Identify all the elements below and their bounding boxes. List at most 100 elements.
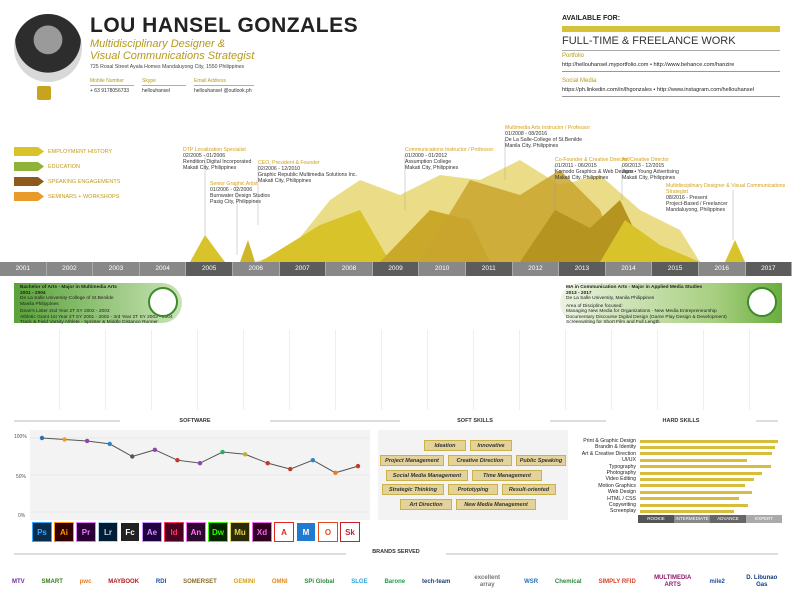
job-place: Mandaluyong, Philippines: [666, 207, 726, 213]
profile-title: Multidisciplinary Designer & Visual Comm…: [90, 38, 290, 62]
soft-skill-pill: New Media Management: [456, 499, 536, 510]
job-place: Makati City, Philippines: [555, 175, 609, 181]
edu-line: De La Salle University-College of St.Ben…: [20, 296, 114, 301]
job-place: Makati City, Philippines: [183, 165, 237, 171]
soft-skill-pill: Prototyping: [448, 484, 498, 495]
hard-skill-label: Photography: [606, 470, 636, 476]
hard-skill-bar: [640, 439, 778, 443]
hard-skill-bar: [640, 478, 754, 481]
edu-line: De La Salle University, Manila Philippin…: [566, 296, 655, 301]
soft-skill-pill: Creative Direction: [448, 455, 512, 466]
mobile-label: Mobile Number: [90, 78, 134, 86]
hard-skill-label: Art & Creative Direction: [581, 450, 636, 457]
title-line1: Multidisciplinary Designer &: [90, 38, 226, 50]
job-place: Pasig City, Philippines: [210, 199, 261, 205]
job-org: Jase • Young Advertising: [622, 169, 679, 175]
job-org: Project-Based / Freelancer: [666, 201, 728, 207]
hard-skill-bar: [640, 465, 771, 469]
title-line2: Visual Communications Strategist: [90, 50, 255, 62]
year-label: 2014: [606, 262, 653, 276]
availability-bar: [562, 26, 780, 32]
data-point-ae: [152, 447, 158, 453]
brands-heading: BRANDS SERVED: [346, 549, 446, 555]
edu-line: Screenwriting for Short Film and Full Le…: [566, 320, 660, 325]
brand-logo: SMART: [41, 578, 63, 585]
edu-line: Area of Discipline focused:: [566, 303, 623, 309]
year-label: 2009: [372, 262, 420, 276]
data-point-ai: [62, 437, 67, 442]
edu-line: 2001 - 2004: [20, 290, 46, 296]
data-point-ps: [39, 435, 45, 441]
job-dates: 09/2013 - 12/2015: [622, 163, 665, 169]
peak-jase: [600, 220, 700, 262]
app-icon-xd: Xd: [252, 522, 272, 542]
level-label: ROOKIE: [638, 515, 674, 523]
hard-skill-bar: [640, 446, 775, 449]
job-dlsu-csb: Multimedia Arts Instructor / Professor 01…: [505, 125, 590, 149]
soft-skill-pill: Public Speaking: [516, 455, 566, 466]
year-label: 2017: [745, 262, 792, 276]
job-burnwater: Senior Graphic Artist 01/2006 - 02/2006 Bu…: [210, 181, 270, 205]
portfolio-label: Portfolio: [562, 53, 585, 59]
job-jase: Art/Creative Director 09/2013 - 12/2015 Ja…: [622, 157, 679, 181]
year-label: 2016: [699, 262, 746, 276]
brand-logo: MULTIMEDIA ARTS: [654, 575, 692, 588]
year-label: 2010: [419, 262, 466, 276]
email-value: hellouhansel @outlook.ph: [194, 88, 252, 94]
edu-line: Athletic Grant 1st Year 2T SY 2001 - 200…: [20, 314, 173, 320]
legend-label: EMPLOYMENT HISTORY: [48, 148, 113, 155]
profile-name: LOU HANSEL GONZALES: [90, 14, 359, 37]
brand-logo: Chemical: [554, 578, 582, 585]
data-point-fc: [130, 454, 135, 459]
job-org: De La Salle-College of St.Benilde: [505, 137, 582, 143]
soft-skill-pill: Project Management: [380, 455, 444, 466]
app-icon-lr: Lr: [98, 522, 118, 542]
data-point-off: [333, 470, 338, 475]
social-label: Social Media: [562, 78, 597, 84]
app-icon-ai: Ai: [54, 522, 74, 542]
job-assumption: Communications Instructor / Professor 01/…: [405, 147, 493, 171]
edu-line: Track & Field Varsity Athlete - Sprinter…: [20, 320, 158, 325]
job-dates: 08/2016 - Present: [666, 195, 708, 201]
hard-skill-label: HTML / CSS: [607, 495, 636, 502]
job-role: Multimedia Arts Instructor / Professor: [505, 125, 591, 131]
legend-swatch: [14, 177, 44, 186]
y-tick: 100%: [14, 434, 27, 440]
availability-type: FULL-TIME & FREELANCE WORK: [562, 35, 780, 51]
brand-logo: GEMINI: [233, 578, 255, 585]
app-icon-ps: Ps: [32, 522, 52, 542]
level-label: INTERMEDIATE: [674, 515, 710, 523]
app-icon-ae: Ae: [142, 522, 162, 542]
legend-swatch: [14, 192, 44, 201]
data-point-dw: [220, 449, 225, 455]
legend-swatch: [14, 162, 44, 171]
soft-skill-pill: Result-oriented: [502, 484, 556, 495]
brand-logo: mile2: [709, 578, 725, 585]
hard-skill-label: Motion Graphics: [598, 482, 636, 489]
hard-skill-label: Web Design: [607, 489, 636, 496]
contact-mobile: Mobile Number + 63 9178056733: [90, 78, 134, 94]
profile-address: 725 Rosal Street Ayala Homes Mandaluyong…: [90, 64, 245, 70]
data-point-id: [175, 458, 180, 463]
series-line: [41, 437, 359, 474]
job-org: Assumption College: [405, 159, 452, 165]
app-icon-id: Id: [164, 522, 184, 542]
brand-logo: D. Libunao Gas: [746, 575, 778, 588]
skype-label: Skype: [142, 78, 186, 86]
job-dates: 01/2006 - 02/2006: [210, 187, 253, 193]
job-org: Burnwater Design Studios: [210, 193, 270, 199]
job-role: DTP Localization Specialist: [183, 147, 246, 153]
profile-photo: [14, 14, 82, 82]
brand-logo: SPi Global: [304, 578, 335, 585]
job-role: CEO, President & Founder: [258, 160, 320, 166]
brand-logo: OMNI: [271, 578, 288, 585]
level-label: ADVANCE: [710, 515, 746, 523]
data-point-m: [310, 458, 316, 463]
portfolio-links[interactable]: http://hellouhansel.myportfolio.com • ht…: [562, 62, 780, 72]
job-dates: 01/2008 - 08/2016: [505, 131, 548, 137]
year-label: 2015: [652, 262, 699, 276]
hard-skill-label: Screenplay: [610, 508, 636, 515]
social-links[interactable]: https://ph.linkedin.com/in/lhgonzales • …: [562, 87, 780, 97]
job-dates: 01/2009 - 01/2012: [405, 153, 448, 159]
peak-rendition: [190, 235, 225, 262]
